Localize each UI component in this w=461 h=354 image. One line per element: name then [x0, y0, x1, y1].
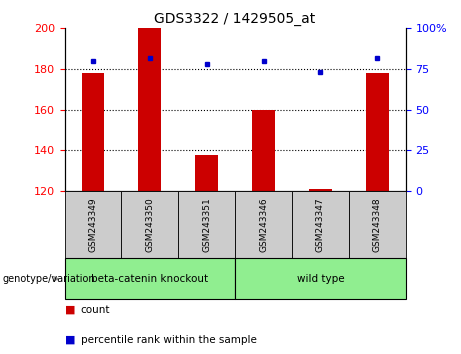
- Text: GSM243350: GSM243350: [145, 198, 154, 252]
- Bar: [252, 110, 275, 191]
- Text: GSM243349: GSM243349: [89, 198, 97, 252]
- Text: GSM243346: GSM243346: [259, 198, 268, 252]
- Text: beta-catenin knockout: beta-catenin knockout: [91, 274, 208, 284]
- Bar: [121, 191, 178, 258]
- Bar: [235, 258, 406, 299]
- Text: count: count: [81, 305, 110, 315]
- Text: genotype/variation: genotype/variation: [2, 274, 95, 284]
- Bar: [65, 191, 121, 258]
- Text: wild type: wild type: [296, 274, 344, 284]
- Bar: [309, 189, 332, 191]
- Bar: [178, 191, 235, 258]
- Bar: [138, 28, 161, 191]
- Text: GSM243351: GSM243351: [202, 198, 211, 252]
- Bar: [195, 154, 218, 191]
- Text: percentile rank within the sample: percentile rank within the sample: [81, 335, 257, 345]
- Bar: [349, 191, 406, 258]
- Bar: [292, 191, 349, 258]
- Bar: [65, 258, 235, 299]
- Title: GDS3322 / 1429505_at: GDS3322 / 1429505_at: [154, 12, 316, 26]
- Text: GSM243347: GSM243347: [316, 198, 325, 252]
- Bar: [235, 191, 292, 258]
- Bar: [82, 73, 104, 191]
- Text: ■: ■: [65, 335, 75, 345]
- Text: GSM243348: GSM243348: [373, 198, 382, 252]
- Text: ■: ■: [65, 305, 75, 315]
- Bar: [366, 73, 389, 191]
